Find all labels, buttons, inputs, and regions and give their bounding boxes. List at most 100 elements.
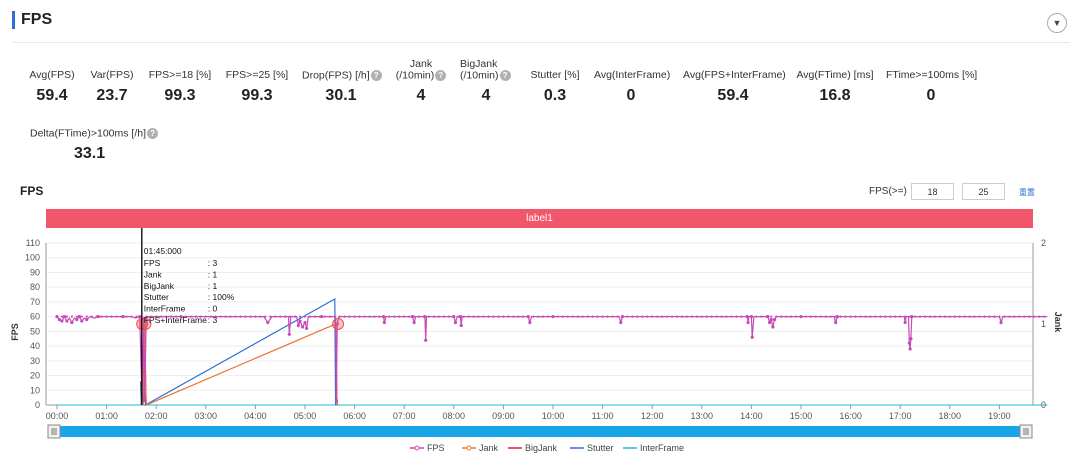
range-slider[interactable] bbox=[47, 424, 1033, 439]
reset-button[interactable]: 重置 bbox=[1019, 188, 1035, 197]
help-icon[interactable]: ? bbox=[370, 70, 382, 81]
fps-point bbox=[983, 315, 986, 318]
x-tick-label: 00:00 bbox=[46, 411, 69, 421]
fps-point bbox=[710, 315, 713, 318]
fps-point bbox=[424, 338, 428, 342]
fps-point bbox=[62, 315, 67, 319]
fps-point bbox=[110, 315, 113, 318]
fps-point bbox=[755, 315, 758, 318]
x-tick-label: 02:00 bbox=[145, 411, 168, 421]
fps-point bbox=[715, 315, 718, 318]
fps-point bbox=[904, 315, 907, 318]
fps-point bbox=[844, 315, 847, 318]
x-tick-label: 11:00 bbox=[592, 411, 614, 421]
fps-point bbox=[298, 315, 302, 318]
metric-label: Stutter [%] bbox=[530, 69, 580, 81]
fps-point bbox=[619, 320, 623, 325]
fps-point bbox=[849, 315, 852, 318]
legend-item-fps[interactable]: FPS bbox=[427, 443, 445, 453]
metric-value: 33.1 bbox=[74, 145, 106, 163]
fps-point bbox=[517, 315, 520, 318]
metric-label: Avg(FPS) bbox=[29, 69, 75, 81]
fps-point bbox=[780, 315, 783, 318]
fps-point bbox=[814, 315, 817, 318]
fps-point bbox=[770, 315, 773, 318]
fps-point bbox=[834, 315, 837, 318]
y-right-axis-title: Jank bbox=[1053, 312, 1063, 334]
fps-point bbox=[528, 320, 532, 325]
metric-stutter: Stutter [%] 0.3 bbox=[530, 70, 580, 105]
fps-point bbox=[541, 315, 545, 318]
fps-point bbox=[55, 315, 59, 318]
fps-point bbox=[77, 315, 81, 319]
label-band[interactable]: label1 bbox=[46, 209, 1033, 228]
fps-point bbox=[313, 315, 317, 318]
y-tick-label: 90 bbox=[30, 267, 40, 277]
fps-point bbox=[507, 315, 510, 318]
fps-point bbox=[913, 315, 917, 318]
fps-point bbox=[145, 315, 148, 318]
fps-point bbox=[943, 315, 946, 318]
fps-point bbox=[472, 315, 475, 318]
legend-item-interframe[interactable]: InterFrame bbox=[640, 443, 684, 453]
legend-item-jank[interactable]: Jank bbox=[479, 443, 499, 453]
fps-point bbox=[829, 315, 832, 318]
fps-point bbox=[1018, 315, 1021, 318]
fps-point bbox=[80, 315, 83, 318]
fps-point bbox=[300, 325, 305, 329]
x-tick-label: 04:00 bbox=[244, 411, 267, 421]
metric-label: Avg(FPS+InterFrame) bbox=[683, 69, 786, 81]
y-right-tick-label: 1 bbox=[1041, 319, 1046, 329]
fps-threshold-input-1[interactable] bbox=[911, 183, 954, 200]
help-icon[interactable]: ? bbox=[147, 128, 159, 139]
fps-point bbox=[143, 398, 147, 403]
fps-point bbox=[556, 315, 560, 318]
fps-point bbox=[973, 315, 976, 318]
fps-point bbox=[889, 315, 892, 318]
fps-point bbox=[264, 315, 267, 318]
fps-point bbox=[656, 315, 659, 318]
metric-delta-ftime: Delta(FTime)>100ms [/h]? 33.1 bbox=[30, 128, 159, 163]
fps-point bbox=[909, 337, 913, 341]
x-tick-label: 16:00 bbox=[839, 411, 862, 421]
fps-point bbox=[690, 315, 693, 318]
metric-value: 99.3 bbox=[241, 87, 273, 104]
help-icon[interactable]: ? bbox=[499, 70, 511, 81]
chevron-down-icon[interactable]: ▼ bbox=[1047, 13, 1067, 33]
fps-point bbox=[60, 319, 64, 323]
fps-point bbox=[998, 315, 1001, 318]
y-tick-label: 50 bbox=[30, 326, 40, 336]
metric-value: 0.3 bbox=[543, 87, 567, 104]
fps-point bbox=[522, 315, 525, 318]
y-tick-label: 0 bbox=[35, 400, 40, 410]
x-tick-label: 03:00 bbox=[195, 411, 218, 421]
fps-point bbox=[209, 315, 212, 318]
fps-point bbox=[675, 315, 679, 318]
legend-item-bigjank[interactable]: BigJank bbox=[525, 443, 558, 453]
tooltip-value: : 3 bbox=[208, 258, 218, 268]
metric-avg-interframe: Avg(InterFrame) 0 bbox=[594, 69, 671, 105]
header-accent-bar bbox=[12, 11, 15, 29]
y-right-tick-label: 2 bbox=[1041, 238, 1046, 248]
fps-point bbox=[410, 315, 415, 319]
fps-threshold-input-2[interactable] bbox=[962, 183, 1005, 200]
fps-point bbox=[492, 315, 495, 318]
fps-point bbox=[1033, 315, 1036, 318]
fps-point bbox=[1008, 315, 1011, 318]
legend-item-stutter[interactable]: Stutter bbox=[587, 443, 614, 453]
help-icon[interactable]: ? bbox=[435, 70, 447, 81]
fps-point bbox=[289, 315, 292, 318]
fps-point bbox=[993, 315, 996, 318]
fps-point bbox=[70, 320, 74, 325]
metric-label: Avg(InterFrame) bbox=[594, 69, 671, 81]
fps-point bbox=[269, 315, 272, 318]
fps-point bbox=[338, 315, 341, 318]
fps-point bbox=[368, 315, 371, 318]
x-tick-label: 13:00 bbox=[691, 411, 714, 421]
metric-label-2: (/10min)? bbox=[460, 70, 516, 81]
fps-point bbox=[244, 315, 247, 318]
fps-point bbox=[383, 315, 386, 318]
metric-avg-fps-interframe: Avg(FPS+InterFrame) 59.4 bbox=[683, 69, 786, 105]
